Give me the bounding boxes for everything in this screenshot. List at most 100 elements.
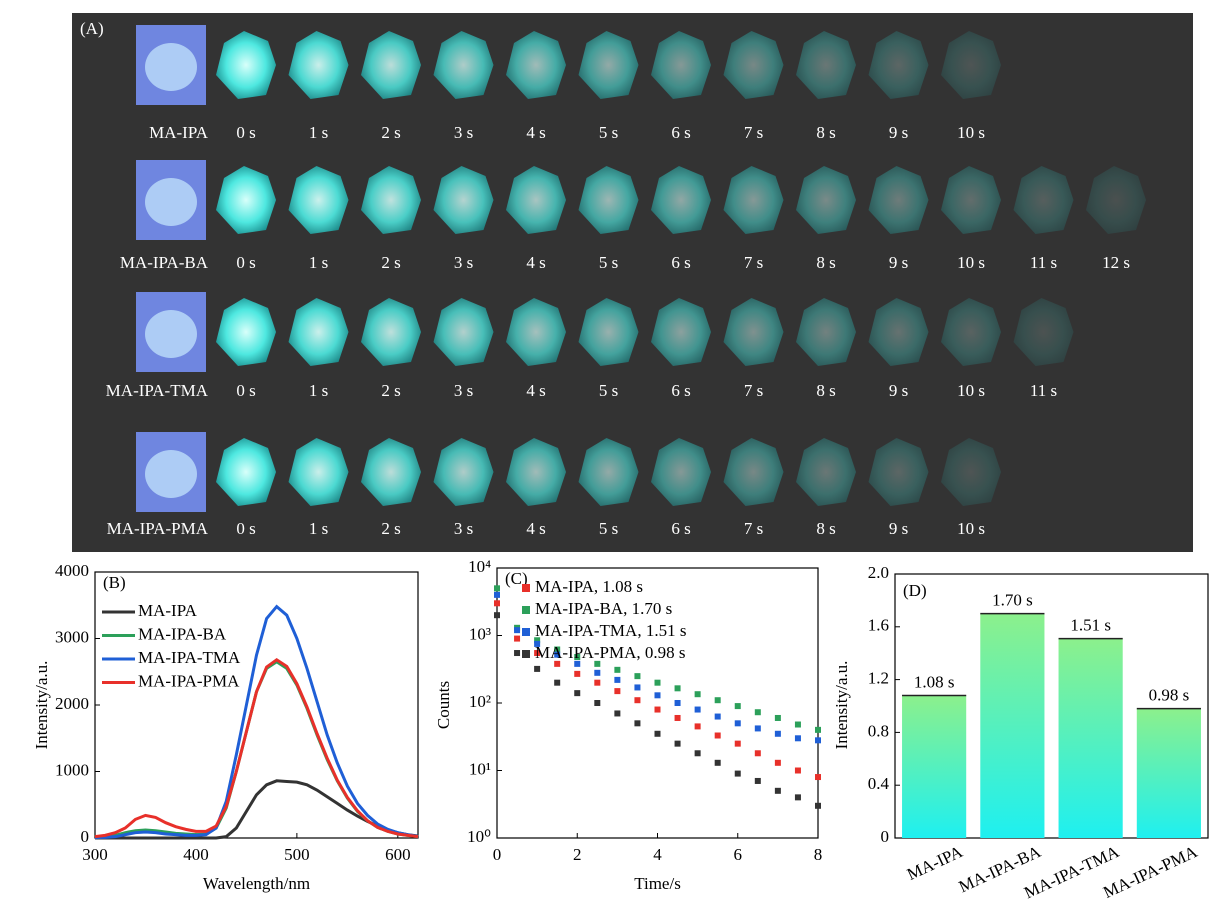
spectrum-line [94, 604, 419, 840]
time-label: 2 s [381, 123, 400, 142]
time-label: 12 s [1102, 253, 1130, 272]
decay-point [594, 660, 601, 667]
sample-name: MA-IPA-PMA [107, 519, 209, 538]
legend-swatch [522, 650, 530, 658]
decay-point [694, 706, 701, 713]
afterglow-photo [506, 166, 566, 234]
time-label: 2 s [381, 519, 400, 538]
time-label: 6 s [671, 519, 690, 538]
afterglow-photo [506, 31, 566, 99]
afterglow-photo [288, 166, 349, 234]
x-tick-label: 500 [284, 845, 310, 864]
value-label: 1.70 s [992, 591, 1033, 610]
y-tick-label: 1000 [55, 760, 89, 779]
sample-name: MA-IPA [149, 123, 209, 142]
time-label: 0 s [236, 381, 255, 400]
x-tick-label: 600 [385, 845, 411, 864]
afterglow-photo [216, 166, 276, 234]
decay-point [674, 700, 681, 706]
decay-point [794, 767, 801, 774]
y-axis-title: Counts [434, 681, 453, 729]
decay-point [714, 732, 721, 739]
legend-label: MA-IPA-PMA [138, 671, 240, 690]
x-axis-title: Wavelength/nm [203, 874, 310, 893]
decay-point [674, 740, 681, 747]
y-tick-label: 4000 [55, 561, 89, 580]
time-label: 10 s [957, 123, 985, 142]
y-tick-label: 1.6 [868, 616, 889, 635]
decay-point [734, 770, 741, 777]
afterglow-photo [578, 166, 639, 234]
sample-name: MA-IPA-BA [120, 253, 209, 272]
decay-point [694, 723, 701, 730]
afterglow-photo [651, 438, 711, 506]
time-label: 0 s [236, 123, 255, 142]
time-label: 5 s [599, 381, 618, 400]
decay-point [534, 650, 541, 657]
time-label: 8 s [816, 381, 835, 400]
afterglow-photo [506, 438, 566, 506]
time-label: 9 s [889, 123, 908, 142]
time-label: 6 s [671, 381, 690, 400]
afterglow-photo [288, 438, 349, 506]
time-label: 4 s [526, 381, 545, 400]
time-label: 3 s [454, 123, 473, 142]
decay-point [774, 730, 781, 737]
afterglow-photo [796, 31, 856, 99]
decay-point [514, 627, 521, 634]
y-tick-label: 10¹ [469, 759, 491, 778]
y-tick-label: 0.4 [868, 774, 890, 793]
sample-name: MA-IPA-TMA [106, 381, 209, 400]
time-label: 7 s [744, 253, 763, 272]
decay-point [614, 710, 621, 717]
afterglow-photo [1013, 166, 1074, 234]
y-tick-label: 10² [469, 692, 491, 711]
decay-point [634, 673, 641, 680]
y-tick-label: 3000 [55, 627, 89, 646]
y-axis-title: Intensity/a.u. [832, 661, 851, 750]
time-label: 9 s [889, 253, 908, 272]
time-label: 1 s [309, 381, 328, 400]
decay-point [754, 709, 761, 716]
x-tick-label: 6 [734, 845, 743, 864]
decay-point [554, 660, 561, 667]
value-label: 1.08 s [914, 672, 955, 691]
x-tick-label: 8 [814, 845, 823, 864]
time-label: 9 s [889, 381, 908, 400]
decay-point [734, 740, 741, 747]
panel-label: (B) [103, 573, 126, 592]
afterglow-photo [578, 298, 639, 366]
value-label: 0.98 s [1149, 686, 1190, 705]
afterglow-photo [723, 31, 784, 99]
bar [980, 613, 1045, 838]
legend-label: MA-IPA-TMA, 1.51 s [535, 621, 686, 640]
time-label: 4 s [526, 253, 545, 272]
legend-swatch [522, 628, 530, 636]
decay-point [494, 591, 500, 598]
afterglow-photo [941, 166, 1001, 234]
y-axis-title: Intensity/a.u. [32, 661, 51, 750]
y-tick-label: 10⁴ [468, 557, 491, 576]
time-label: 7 s [744, 123, 763, 142]
x-tick-label: 300 [82, 845, 108, 864]
legend-label: MA-IPA-PMA, 0.98 s [535, 643, 686, 662]
reference-sample [145, 450, 197, 498]
legend-label: MA-IPA-TMA [138, 648, 241, 667]
legend-label: MA-IPA, 1.08 s [535, 577, 643, 596]
decay-point [634, 720, 641, 727]
time-label: 8 s [816, 123, 835, 142]
time-label: 5 s [599, 123, 618, 142]
decay-point [534, 665, 541, 672]
afterglow-photo [361, 438, 421, 506]
afterglow-photo [796, 438, 856, 506]
decay-point [654, 692, 661, 699]
decay-point [774, 714, 781, 721]
time-label: 10 s [957, 381, 985, 400]
reference-sample [145, 178, 197, 226]
bar [1136, 708, 1201, 838]
chart-panel: 00.40.81.21.62.0(D)Intensity/a.u. 1.08 sM… [832, 563, 1209, 902]
plot-frame [894, 573, 1209, 839]
afterglow-photo [941, 438, 1001, 506]
time-label: 5 s [599, 253, 618, 272]
